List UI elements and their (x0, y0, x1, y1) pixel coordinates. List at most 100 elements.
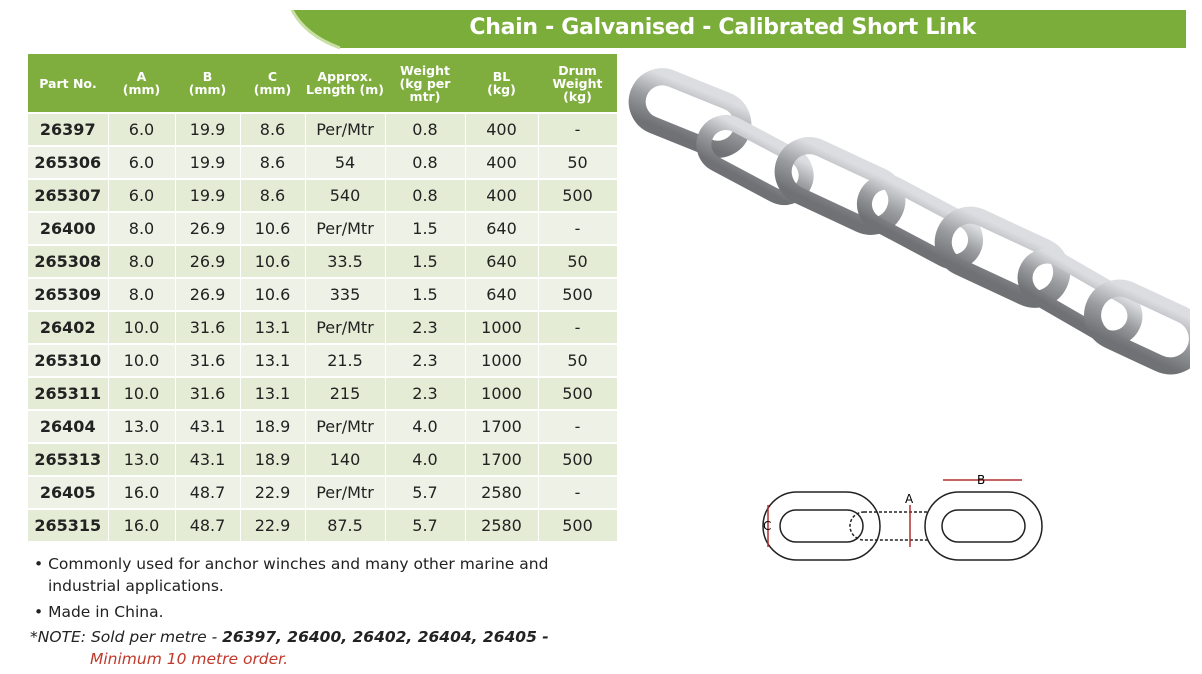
bullets: • Commonly used for anchor winches and m… (34, 553, 594, 627)
cell: 8.0 (108, 211, 176, 246)
row: 26405 16.0 48.7 22.9 Per/Mtr 5.7 2580- (28, 475, 618, 510)
header-cell: BL (kg) (465, 54, 538, 113)
spec-table: Part No. A (mm) B (mm) C (mm) Approx. Length (m)… (28, 54, 618, 543)
link-diagram (762, 479, 1043, 561)
artwork: C A B (628, 68, 1190, 561)
header-line: Drum (558, 62, 597, 78)
cell: 1700 (465, 409, 539, 444)
header-line: Length (m) (306, 82, 384, 97)
cell: 2580 (465, 475, 539, 510)
header-cell: C (mm) (240, 54, 305, 113)
cell: 400 (465, 112, 539, 147)
cell: 10.0 (108, 376, 176, 411)
note-prefix: *NOTE: Sold per metre - (30, 628, 223, 646)
cell: 43.1 (175, 409, 241, 444)
cell: 19.9 (175, 145, 241, 180)
cell: 265308 (28, 244, 109, 279)
header-line: C (267, 69, 278, 84)
cell: - (538, 409, 618, 444)
cell: 13.1 (240, 310, 306, 345)
header-cell: A (mm) (108, 54, 175, 113)
cell: 31.6 (175, 376, 241, 411)
header-line: A (136, 69, 147, 84)
label-a: A (905, 492, 914, 506)
cell: 33.5 (305, 244, 386, 279)
header-line: Part No. (39, 75, 97, 91)
cell: 2.3 (385, 310, 466, 345)
cell: 265310 (28, 343, 109, 378)
row: 26397 6.0 19.9 8.6 Per/Mtr 0.8 400- (28, 112, 618, 147)
cell: 265309 (28, 277, 109, 312)
cell: 8.6 (240, 178, 306, 213)
cell: - (538, 211, 618, 246)
cell: 10.0 (108, 310, 176, 345)
row: 265307 6.0 19.9 8.6 540 0.8 400 500 (28, 178, 618, 213)
cell: Per/Mtr (305, 310, 386, 345)
cell: 6.0 (108, 145, 176, 180)
cell: 48.7 (175, 475, 241, 510)
cell: 10.0 (108, 343, 176, 378)
cell: 0.8 (385, 112, 466, 147)
cell: 5.7 (385, 475, 466, 510)
cell: Per/Mtr (305, 211, 386, 246)
cell: Per/Mtr (305, 475, 386, 510)
cell: 500 (538, 442, 618, 477)
header-cell: Approx. Length (m) (305, 54, 385, 113)
cell: 6.0 (108, 178, 176, 213)
chain-photo (628, 68, 1190, 375)
cell: 4.0 (385, 409, 466, 444)
cell: 50 (538, 343, 618, 378)
header-line: (kg) (563, 88, 592, 104)
cell: 0.8 (385, 145, 466, 180)
cell: 2.3 (385, 343, 466, 378)
header-line: (mm) (253, 82, 292, 97)
cell: 1000 (465, 343, 539, 378)
cell: Per/Mtr (305, 409, 386, 444)
cell: 18.9 (240, 442, 306, 477)
cell: 26.9 (175, 244, 241, 279)
row: 265309 8.0 26.9 10.6 335 1.5 640 500 (28, 277, 618, 312)
cell: 265307 (28, 178, 109, 213)
cell: 1.5 (385, 211, 466, 246)
cell: - (538, 310, 618, 345)
cell: 16.0 (108, 508, 176, 543)
header-line: (mm) (122, 82, 161, 97)
note-dash: - (536, 628, 549, 646)
cell: 640 (465, 211, 539, 246)
cell: 31.6 (175, 310, 241, 345)
header-line: BL (492, 69, 511, 84)
cell: 265311 (28, 376, 109, 411)
row: 265308 8.0 26.9 10.6 33.5 1.5 640 50 (28, 244, 618, 279)
header-line: Weight (552, 75, 603, 91)
cell: 400 (465, 145, 539, 180)
header-line: (kg per (399, 75, 451, 91)
cell: 0.8 (385, 178, 466, 213)
cell: 31.6 (175, 343, 241, 378)
row: 265315 16.0 48.7 22.9 87.5 5.7 2580 500 (28, 508, 618, 543)
cell: 1.5 (385, 244, 466, 279)
cell: 6.0 (108, 112, 176, 147)
cell: 10.6 (240, 211, 306, 246)
cell: - (538, 475, 618, 510)
cell: Per/Mtr (305, 112, 386, 147)
cell: 265313 (28, 442, 109, 477)
label-c: C (763, 519, 771, 533)
row: 265311 10.0 31.6 13.1 215 2.3 1000 500 (28, 376, 618, 411)
cell: 26404 (28, 409, 109, 444)
header-cell: Part No. (28, 54, 108, 113)
label-b: B (977, 473, 985, 487)
row: 26402 10.0 31.6 13.1 Per/Mtr 2.3 1000- (28, 310, 618, 345)
header-cell: Weight (kg per mtr) (385, 54, 465, 113)
cell: 500 (538, 508, 618, 543)
cell: 18.9 (240, 409, 306, 444)
header-line: Approx. (317, 69, 373, 84)
banner (290, 9, 1186, 50)
cell: 215 (305, 376, 386, 411)
cell: 140 (305, 442, 386, 477)
row: 26404 13.0 43.1 18.9 Per/Mtr 4.0 1700- (28, 409, 618, 444)
cell: 500 (538, 277, 618, 312)
cell: 5.7 (385, 508, 466, 543)
header-line: (mm) (188, 82, 227, 97)
note-parts: 26397, 26400, 26402, 26404, 26405 (222, 628, 537, 646)
cell: 21.5 (305, 343, 386, 378)
